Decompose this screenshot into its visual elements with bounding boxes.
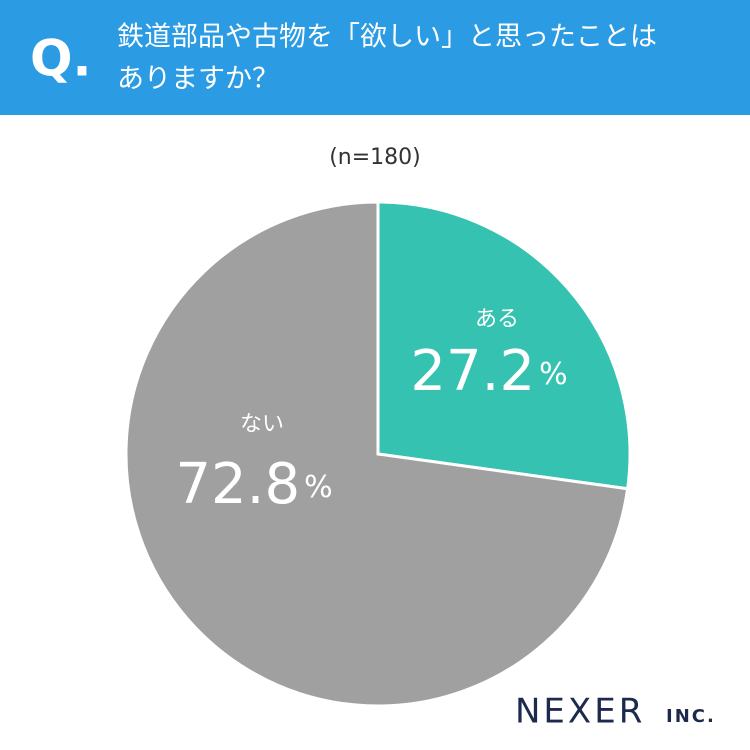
slice-label: ある [475, 307, 519, 332]
slice-label: ない [240, 412, 284, 437]
value-unit: % [304, 470, 333, 505]
title-line: 鉄道部品や古物を「欲しい」と思ったことは [117, 22, 657, 53]
pie-slice [124, 200, 630, 708]
slice-value: 72.8% [175, 452, 332, 517]
slice-value: 27.2% [410, 339, 567, 404]
subtitle: (n=180) [329, 145, 421, 170]
title-line: ありますか？ [117, 64, 279, 95]
value-number: 27.2 [410, 339, 535, 404]
pie-slice [376, 200, 632, 491]
header-bar [0, 0, 750, 115]
question-marker: Q. [30, 30, 92, 88]
value-number: 72.8 [175, 452, 300, 517]
brand-suffix: INC. [666, 706, 716, 727]
value-unit: % [539, 357, 568, 392]
brand-name: NEXER [515, 692, 645, 732]
